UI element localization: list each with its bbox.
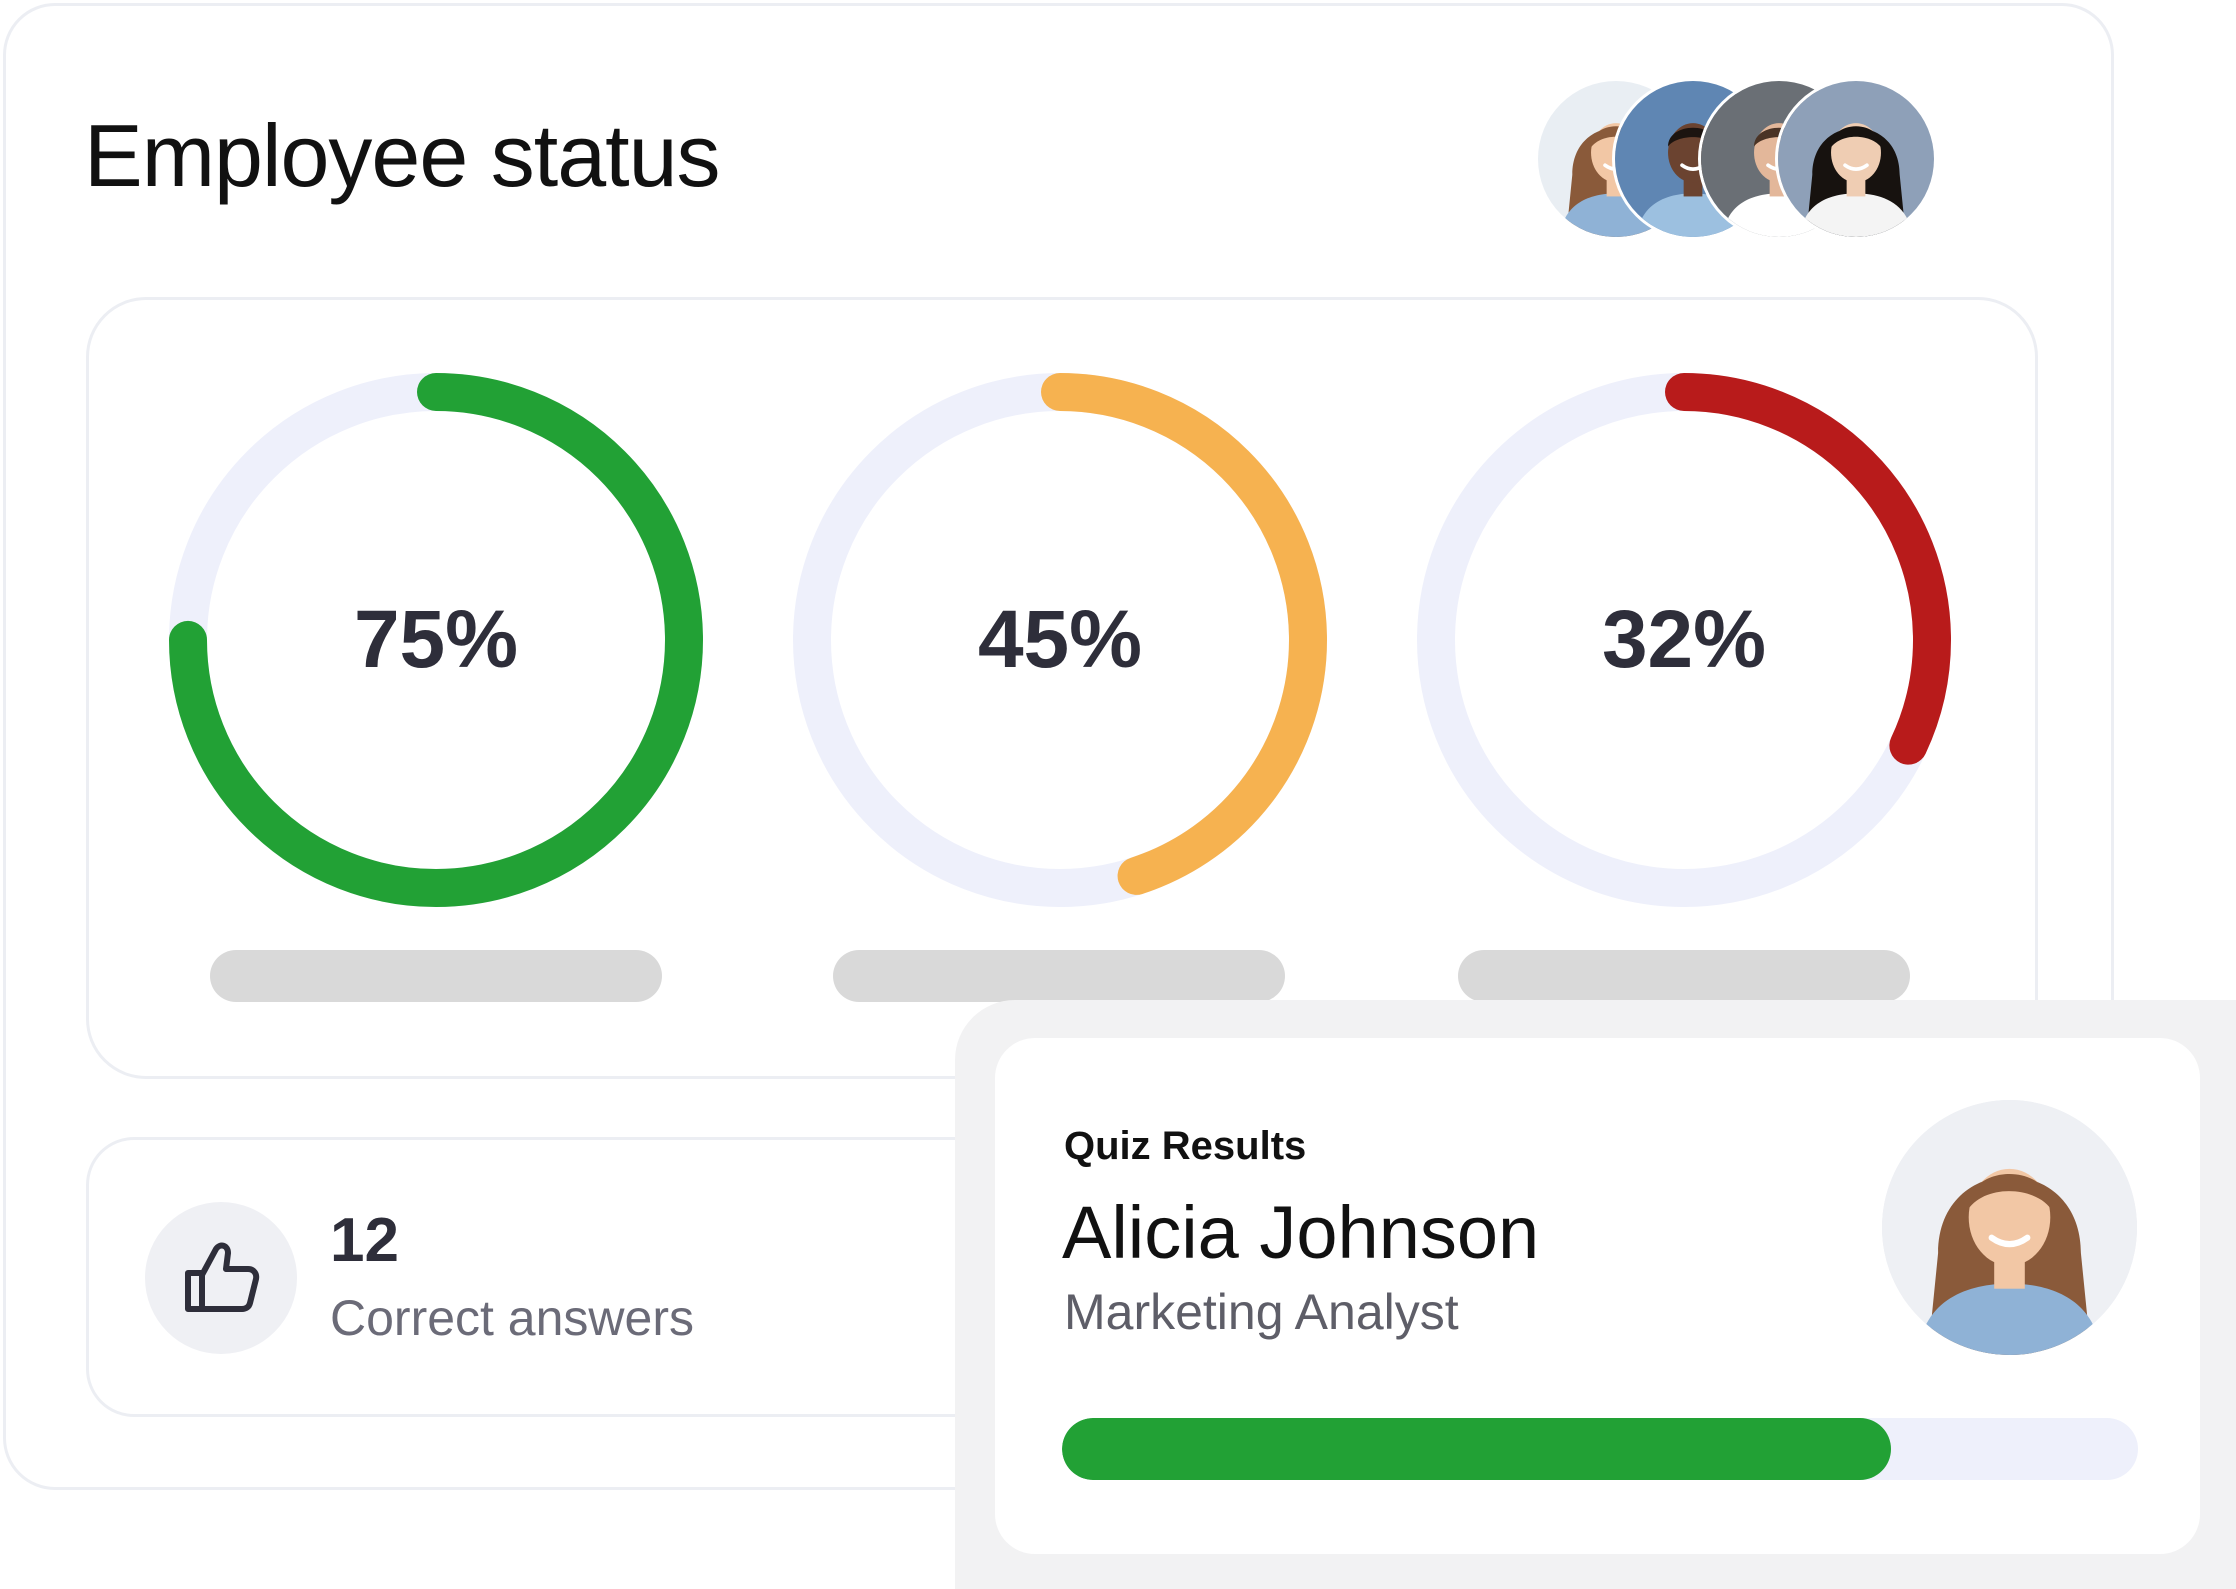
thumbs-up-icon — [185, 1242, 260, 1312]
gauge-arc — [793, 373, 1327, 907]
quiz-progress-fill — [1062, 1418, 1891, 1480]
team-avatar[interactable] — [1775, 78, 1937, 240]
gauge-ring — [793, 373, 1327, 907]
thumbs-up-badge — [145, 1202, 297, 1354]
gauge-ring — [169, 373, 703, 907]
gauge-label-placeholder — [210, 950, 662, 1002]
gauge-label-placeholder — [833, 950, 1285, 1002]
gauge-ring — [1417, 373, 1951, 907]
employee-name: Alicia Johnson — [1062, 1191, 1540, 1274]
gauge-value: 32% — [1601, 594, 1767, 685]
gauges-panel — [86, 297, 2038, 1079]
gauge-arc — [1417, 373, 1951, 907]
progress-gauge: 45% — [790, 370, 1330, 910]
quiz-heading: Quiz Results — [1064, 1124, 1307, 1168]
gauge-label-placeholder — [1458, 950, 1910, 1002]
employee-avatar — [1882, 1100, 2137, 1355]
employee-role: Marketing Analyst — [1064, 1284, 1459, 1340]
quiz-progress-bar — [1062, 1418, 2138, 1480]
progress-gauge: 32% — [1414, 370, 1954, 910]
gauge-value: 45% — [977, 594, 1143, 685]
gauge-value: 75% — [353, 594, 519, 685]
team-avatar-group[interactable] — [1535, 78, 2035, 243]
gauge-arc — [169, 373, 703, 907]
correct-answers-label: Correct answers — [330, 1290, 694, 1346]
progress-gauge: 75% — [166, 370, 706, 910]
page-title: Employee status — [84, 106, 721, 205]
correct-answers-count: 12 — [330, 1206, 399, 1275]
